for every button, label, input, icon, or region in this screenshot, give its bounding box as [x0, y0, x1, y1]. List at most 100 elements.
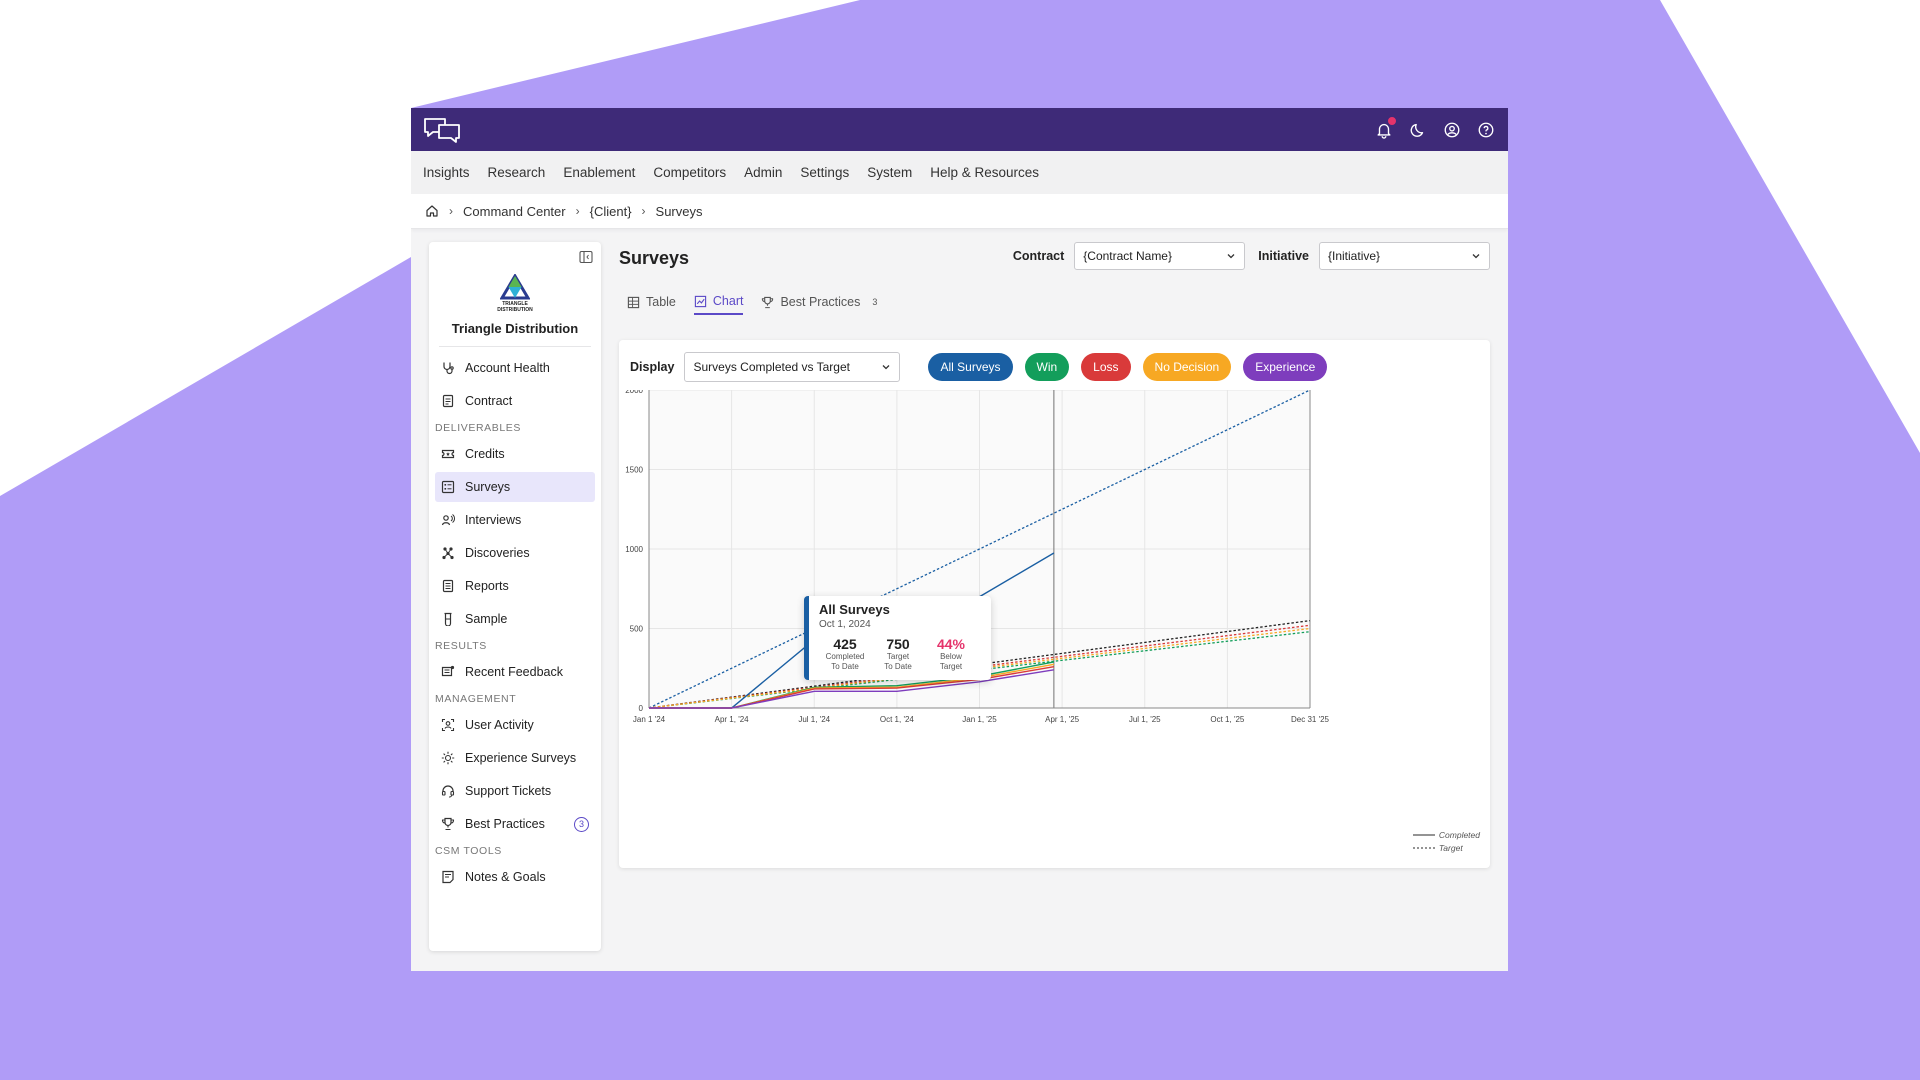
sidebar-item-label: Credits: [465, 447, 505, 461]
y-tick-label: 500: [630, 625, 644, 634]
tooltip-stat-value: 425: [833, 636, 857, 652]
filters: Contract {Contract Name} Initiative {Ini…: [1013, 242, 1490, 270]
bell-icon[interactable]: [1374, 115, 1397, 140]
filter-experience[interactable]: Experience: [1243, 353, 1328, 381]
tooltip-stat-completed: 425 Completed To Date: [819, 636, 871, 672]
dashed-line-swatch: [1412, 846, 1435, 849]
display-label: Display: [630, 360, 675, 374]
contract-select[interactable]: {Contract Name}: [1074, 242, 1246, 270]
tooltip-stats: 425 Completed To Date 750 Target To Date…: [819, 636, 981, 672]
trophy-icon: [762, 296, 774, 308]
breadcrumb-client[interactable]: {Client}: [589, 203, 632, 219]
sidebar-item-interviews[interactable]: Interviews: [435, 505, 595, 535]
tooltip-stat-below-target: 44% Below Target: [925, 636, 977, 672]
tooltip-stat-label: To Date: [831, 662, 859, 671]
filter-all-surveys[interactable]: All Surveys: [928, 353, 1013, 381]
chevron-down-icon: [1472, 254, 1480, 259]
display-controls: Display Surveys Completed vs Target All …: [630, 352, 1328, 382]
menu-help-resources[interactable]: Help & Resources: [930, 165, 1040, 180]
tooltip-stat-label: Target: [939, 662, 963, 671]
legend-target: Target: [1412, 841, 1480, 854]
breadcrumb-command-center[interactable]: Command Center: [463, 203, 566, 219]
chart-card: Display Surveys Completed vs Target All …: [619, 340, 1490, 868]
sidebar-item-label: Account Health: [465, 361, 550, 375]
sidebar-item-account-health[interactable]: Account Health: [435, 353, 595, 383]
sidebar-item-sample[interactable]: Sample: [435, 604, 595, 634]
client-logo-line-2: DISTRIBUTION: [497, 307, 533, 313]
menu-enablement[interactable]: Enablement: [563, 165, 636, 180]
menu-system[interactable]: System: [867, 165, 913, 180]
menu-insights[interactable]: Insights: [423, 165, 470, 180]
notification-dot: [1387, 115, 1397, 126]
sidebar-item-reports[interactable]: Reports: [435, 571, 595, 601]
x-tick-label: Oct 1, '25: [1210, 715, 1245, 724]
menu-research[interactable]: Research: [487, 165, 546, 180]
sidebar-item-recent-feedback[interactable]: Recent Feedback: [435, 657, 595, 687]
sidebar-item-contract[interactable]: Contract: [435, 386, 595, 416]
app-window: Insights Research Enablement Competitors…: [411, 108, 1508, 971]
client-logo: TRIANGLE DISTRIBUTION: [493, 274, 537, 313]
sidebar-item-label: Experience Surveys: [465, 751, 577, 765]
sidebar-item-notes-goals[interactable]: Notes & Goals: [435, 862, 595, 892]
tooltip-stat-value: 44%: [936, 636, 966, 652]
menu-admin[interactable]: Admin: [744, 165, 783, 180]
sidebar-item-experience-surveys[interactable]: Experience Surveys: [435, 743, 595, 773]
tab-label: Chart: [712, 294, 744, 308]
user-icon[interactable]: [1442, 120, 1462, 140]
menu-settings[interactable]: Settings: [800, 165, 850, 180]
filter-win[interactable]: Win: [1024, 353, 1070, 381]
sidebar-item-best-practices[interactable]: Best Practices 3: [435, 809, 595, 839]
tab-label: Table: [646, 295, 676, 309]
tooltip-date: Oct 1, 2024: [819, 619, 871, 630]
tooltip-stat-label: Target: [886, 652, 910, 661]
sidebar-item-label: Best Practices: [465, 817, 545, 831]
sidebar: TRIANGLE DISTRIBUTION Triangle Distribut…: [429, 242, 601, 951]
x-tick-label: Oct 1, '24: [880, 715, 915, 724]
menu-competitors[interactable]: Competitors: [653, 165, 727, 180]
feedback-icon: [441, 665, 455, 679]
tab-chart[interactable]: Chart: [693, 294, 744, 315]
breadcrumb-surveys: Surveys: [655, 203, 703, 219]
filter-no-decision[interactable]: No Decision: [1142, 353, 1232, 381]
tab-best-practices[interactable]: Best Practices 3: [761, 294, 877, 315]
sidebar-item-label: Support Tickets: [465, 784, 552, 798]
home-icon[interactable]: [425, 204, 439, 218]
sidebar-item-credits[interactable]: Credits: [435, 439, 595, 469]
initiative-value: {Initiative}: [1328, 249, 1381, 263]
sidebar-item-label: Sample: [465, 612, 508, 626]
tab-count: 3: [872, 297, 878, 307]
sidebar-item-label: Contract: [465, 394, 513, 408]
view-tabs: Table Chart Best Practices 3: [627, 294, 877, 315]
display-select[interactable]: Surveys Completed vs Target: [684, 352, 901, 382]
chart-legend: Completed Target: [1412, 828, 1480, 854]
x-tick-label: Jul 1, '25: [1129, 715, 1161, 724]
display-value: Surveys Completed vs Target: [693, 360, 850, 374]
section-csm-tools: CSM TOOLS: [435, 845, 502, 857]
x-tick-label: Jan 1, '25: [962, 715, 997, 724]
y-tick-label: 0: [639, 704, 644, 713]
help-icon[interactable]: [1476, 120, 1496, 140]
sidebar-item-discoveries[interactable]: Discoveries: [435, 538, 595, 568]
table-icon: [627, 296, 640, 308]
collapse-sidebar-icon[interactable]: [579, 250, 593, 264]
chevron-right-icon: ›: [575, 204, 580, 218]
chat-logo-icon[interactable]: [423, 116, 461, 144]
tooltip-title: All Surveys: [819, 602, 890, 617]
y-tick-label: 2000: [625, 390, 643, 395]
moon-icon[interactable]: [1408, 120, 1428, 140]
sidebar-item-support-tickets[interactable]: Support Tickets: [435, 776, 595, 806]
tab-table[interactable]: Table: [627, 294, 676, 315]
sample-icon: [441, 612, 455, 626]
sidebar-item-user-activity[interactable]: User Activity: [435, 710, 595, 740]
tooltip-stat-label: To Date: [884, 662, 912, 671]
chevron-right-icon: ›: [449, 204, 453, 218]
section-results: RESULTS: [435, 640, 487, 652]
sidebar-item-surveys[interactable]: Surveys: [435, 472, 595, 502]
target-series-line: [648, 389, 1311, 709]
initiative-select[interactable]: {Initiative}: [1319, 242, 1490, 270]
sidebar-item-label: Interviews: [465, 513, 522, 527]
initiative-label: Initiative: [1258, 249, 1309, 263]
sidebar-item-label: Reports: [465, 579, 509, 593]
x-tick-label: Jan 1 '24: [633, 715, 666, 724]
filter-loss[interactable]: Loss: [1081, 353, 1131, 381]
